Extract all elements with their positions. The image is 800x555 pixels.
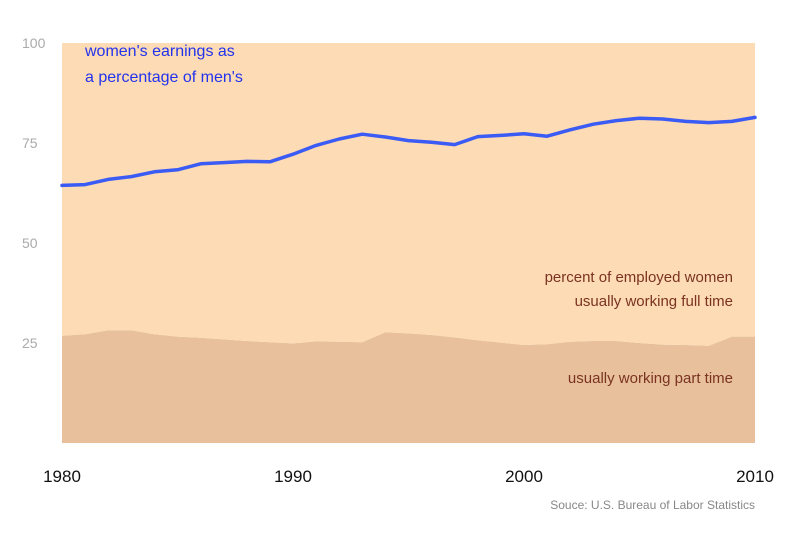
earnings-line [60,115,757,188]
x-tick-label: 2010 [736,467,774,486]
x-tick-label: 1990 [274,467,312,486]
area-series-1 [62,43,755,346]
y-tick-label: 75 [22,135,38,151]
y-tick-label: 100 [22,35,46,51]
chart-lines [60,115,757,188]
area-series-0 [62,330,755,443]
earnings-label-line2: a percentage of men's [85,69,243,86]
fulltime-label-line2: usually working full time [575,293,733,310]
chart-areas [62,43,755,443]
x-tick-label: 1980 [43,467,81,486]
x-tick-label: 2000 [505,467,543,486]
y-tick-label: 25 [22,335,38,351]
earnings-label-line1: women's earnings as [84,43,235,60]
x-axis-ticks: 1980 1990 2000 2010 [43,467,774,486]
fulltime-label-line1: percent of employed women [545,269,733,286]
y-tick-label: 50 [22,235,38,251]
source-note: Souce: U.S. Bureau of Labor Statistics [550,498,755,512]
y-axis-ticks: 100 75 50 25 [22,35,46,351]
parttime-label: usually working part time [568,370,733,387]
